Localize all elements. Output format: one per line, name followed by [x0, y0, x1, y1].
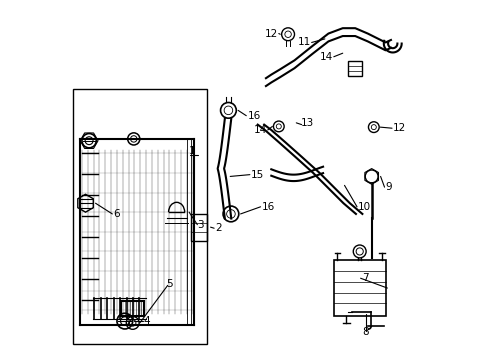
Text: 14: 14 [253, 125, 266, 135]
Text: 16: 16 [247, 111, 260, 121]
Bar [190, 214, 206, 241]
Text: 16: 16 [261, 202, 274, 212]
Text: 7: 7 [361, 273, 367, 283]
Bar [347, 62, 361, 76]
Text: 1: 1 [189, 147, 195, 157]
Text: 8: 8 [362, 327, 368, 337]
Text: 2: 2 [215, 223, 222, 233]
Text: 13: 13 [300, 118, 314, 128]
Text: 12: 12 [392, 123, 406, 133]
Text: 6: 6 [113, 209, 120, 219]
Text: 12: 12 [264, 28, 277, 39]
Text: 4: 4 [143, 316, 150, 326]
Text: 10: 10 [357, 202, 370, 212]
Text: 14: 14 [319, 52, 332, 62]
Text: 3: 3 [197, 220, 203, 230]
Bar [333, 260, 385, 316]
Text: 5: 5 [165, 279, 172, 289]
Bar [73, 89, 206, 344]
Text: 11: 11 [297, 37, 310, 48]
Text: 9: 9 [385, 182, 391, 192]
Text: 15: 15 [250, 170, 264, 180]
